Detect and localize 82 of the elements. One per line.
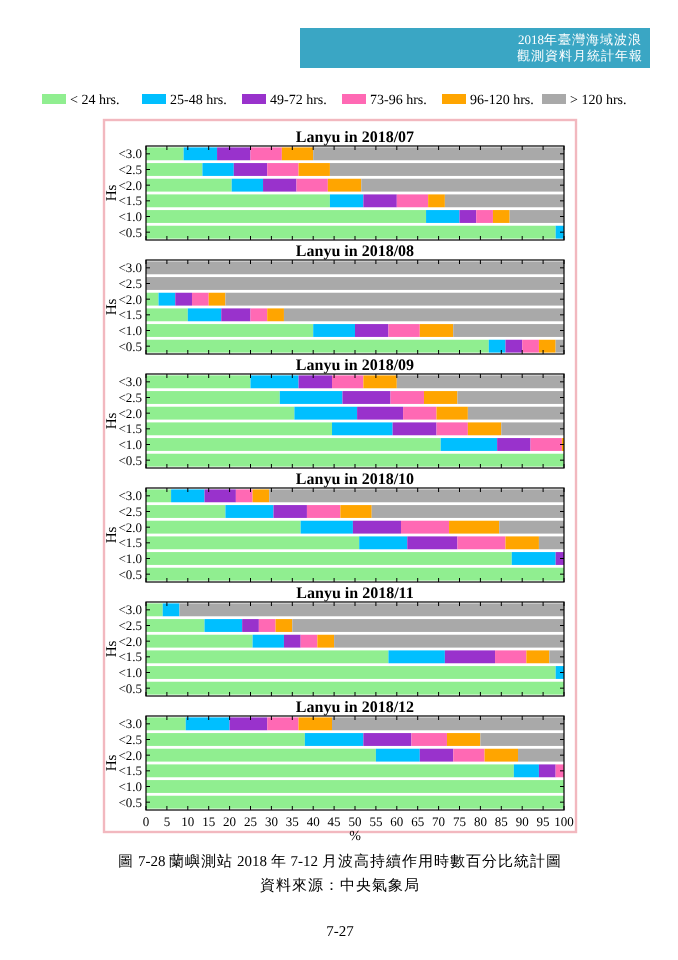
chart-title: Lanyu in 2018/10 xyxy=(295,470,415,488)
bar xyxy=(267,308,284,322)
bar xyxy=(355,324,389,337)
bar xyxy=(505,339,523,353)
bar xyxy=(388,650,445,664)
bar xyxy=(329,194,364,208)
chart-title: Lanyu in 2018/09 xyxy=(295,356,415,374)
bar xyxy=(252,634,284,648)
bar xyxy=(400,520,450,534)
bar xyxy=(185,717,230,731)
bar xyxy=(313,324,355,337)
bar xyxy=(158,292,176,306)
bar xyxy=(505,536,539,550)
bar xyxy=(513,764,539,778)
bar xyxy=(317,634,335,648)
bar xyxy=(204,619,243,632)
bar xyxy=(388,324,420,337)
bar xyxy=(235,489,253,503)
bar xyxy=(273,505,307,518)
bar xyxy=(175,292,192,306)
bar xyxy=(191,292,209,306)
bar xyxy=(304,733,364,746)
bar xyxy=(497,438,531,451)
bar xyxy=(457,536,506,550)
bar xyxy=(530,438,562,451)
bar xyxy=(492,210,510,223)
bar xyxy=(300,520,353,534)
bar xyxy=(453,748,485,762)
bar xyxy=(538,764,556,778)
bar xyxy=(171,489,205,503)
bar xyxy=(187,308,222,322)
bar xyxy=(436,422,468,436)
bar xyxy=(495,650,527,664)
bar xyxy=(275,619,293,632)
chart-title: Lanyu in 2018/12 xyxy=(295,698,415,716)
bar xyxy=(426,210,460,223)
bar xyxy=(484,748,519,762)
bar xyxy=(538,339,556,353)
bar xyxy=(428,194,445,208)
bar xyxy=(449,520,500,534)
bar xyxy=(440,438,498,451)
bar xyxy=(363,375,397,389)
bar xyxy=(396,194,429,208)
bar xyxy=(352,520,401,534)
bar xyxy=(332,375,364,389)
bar xyxy=(411,733,447,746)
bar xyxy=(446,733,481,746)
bar xyxy=(267,717,299,731)
bar xyxy=(476,210,493,223)
bar xyxy=(252,489,270,503)
bar xyxy=(204,489,236,503)
bar xyxy=(419,748,454,762)
bar xyxy=(208,292,226,306)
bar xyxy=(250,308,268,322)
bar xyxy=(526,650,550,664)
bar xyxy=(467,422,502,436)
bar xyxy=(407,536,458,550)
bar xyxy=(225,505,274,518)
chart-title: Lanyu in 2018/08 xyxy=(295,242,415,260)
bar xyxy=(298,375,333,389)
bar xyxy=(488,339,506,353)
bar xyxy=(283,634,301,648)
bar xyxy=(359,536,408,550)
chart-title: Lanyu in 2018/11 xyxy=(296,584,414,602)
bar xyxy=(162,603,180,617)
bar xyxy=(298,717,333,731)
bar xyxy=(363,194,397,208)
bar xyxy=(300,634,318,648)
bar xyxy=(363,733,412,746)
bar xyxy=(340,505,372,518)
bar xyxy=(242,619,259,632)
bar xyxy=(229,717,268,731)
bar xyxy=(522,339,539,353)
bar xyxy=(221,308,251,322)
bar xyxy=(258,619,276,632)
bar xyxy=(419,324,454,337)
bar xyxy=(511,552,556,565)
bar xyxy=(444,650,496,664)
chart-title: Lanyu in 2018/07 xyxy=(295,128,415,146)
bar xyxy=(306,505,341,518)
bar xyxy=(459,210,477,223)
bar xyxy=(375,748,420,762)
